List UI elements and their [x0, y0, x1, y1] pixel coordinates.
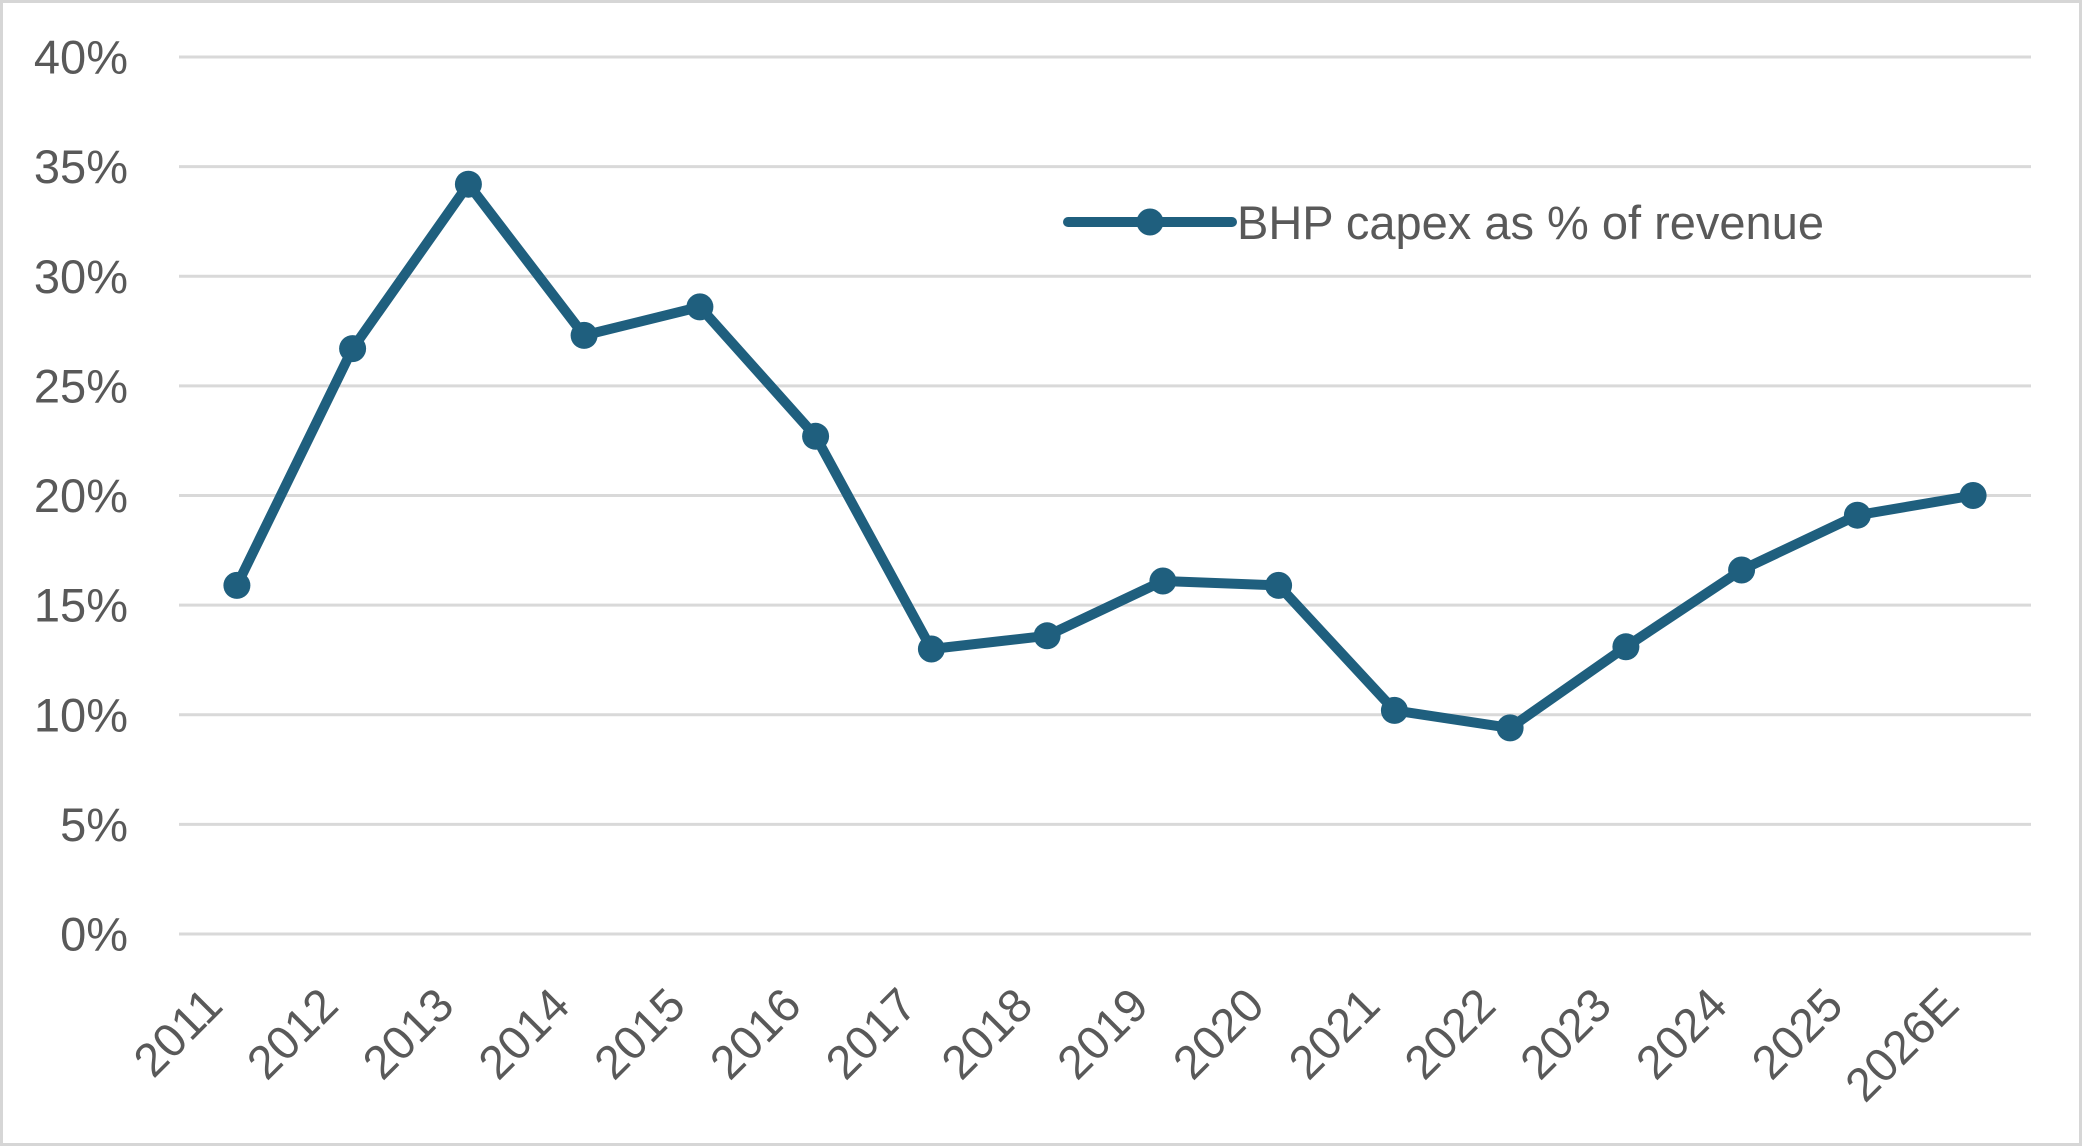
line-chart: 40%35%30%25%20%15%10%5%0% 2011 2012 2013 20… [34, 31, 2031, 1112]
data-point-2014 [570, 321, 598, 349]
data-point-2015 [686, 293, 714, 321]
data-point-2018 [1033, 622, 1061, 650]
x-tick-label: 2020 [1162, 978, 1273, 1089]
series-group [223, 170, 1987, 742]
x-tick-label: 2021 [1278, 978, 1389, 1089]
data-point-2025 [1843, 501, 1871, 529]
x-tick-label: 2015 [584, 978, 695, 1089]
x-tick-label: 2014 [468, 978, 579, 1089]
x-tick-label: 2024 [1625, 978, 1736, 1089]
y-tick-label: 35% [34, 140, 128, 193]
y-axis-labels: 40% 35% 30% 25% 20% 15% 10% 5% 0% [34, 31, 128, 961]
y-tick-label: 20% [34, 469, 128, 522]
legend-label: BHP capex as % of revenue [1237, 196, 1824, 249]
data-point-2016 [802, 422, 830, 450]
data-point-2020 [1265, 571, 1293, 599]
x-axis-labels: 2011 2012 2013 2014 2015 2016 2017 2018 2019 2020… [123, 978, 1968, 1112]
y-tick-label: 25% [34, 359, 128, 412]
x-tick-label: 2011 [123, 978, 232, 1087]
data-point-2021 [1380, 696, 1408, 724]
y-tick-label: 0% [60, 908, 128, 961]
data-point-2019 [1149, 567, 1177, 595]
x-tick-label: 2012 [236, 978, 347, 1089]
data-point-2017 [917, 635, 945, 663]
series-line [231, 179, 1979, 733]
x-tick-label: 2023 [1510, 978, 1621, 1089]
x-tick-label: 2017 [815, 978, 926, 1089]
data-point-2023 [1612, 633, 1640, 661]
y-tick-label: 40% [34, 31, 128, 84]
data-point-2013 [454, 170, 482, 198]
x-tick-label: 2018 [931, 978, 1042, 1089]
legend-marker-swatch [1136, 208, 1164, 236]
y-tick-label: 30% [34, 250, 128, 303]
y-tick-label: 10% [34, 688, 128, 741]
x-tick-label: 2019 [1047, 978, 1158, 1089]
data-point-2024 [1728, 556, 1756, 584]
x-tick-label: 2026E [1835, 978, 1969, 1112]
data-point-2022 [1496, 714, 1524, 742]
legend: BHP capex as % of revenue [1063, 196, 1824, 249]
x-tick-label: 2016 [699, 978, 810, 1089]
x-tick-label: 2022 [1394, 978, 1505, 1089]
y-tick-label: 15% [34, 579, 128, 632]
y-tick-label: 5% [60, 798, 128, 851]
data-point-2011 [223, 571, 251, 599]
x-tick-label: 2013 [352, 978, 463, 1089]
data-point-2012 [339, 335, 367, 363]
data-point-2026E [1959, 482, 1987, 509]
